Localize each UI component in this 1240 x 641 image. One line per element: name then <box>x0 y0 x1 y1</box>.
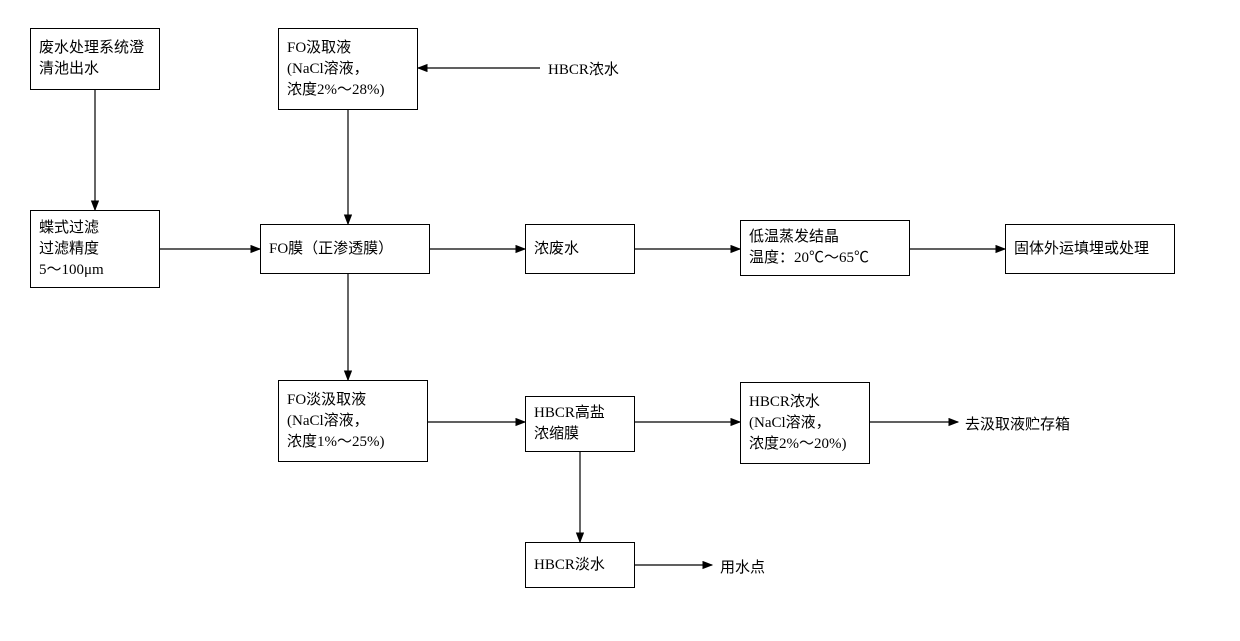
flow-node-text: 蝶式过滤 过滤精度 5～100μm <box>39 218 104 281</box>
flow-node-n_clarifier: 废水处理系统澄 清池出水 <box>30 28 160 90</box>
flow-label-l_hbcr_in: HBCR浓水 <box>548 60 619 81</box>
flow-node-n_fo_dilute: FO淡汲取液 (NaCl溶液， 浓度1%～25%) <box>278 380 428 462</box>
flow-node-text: FO汲取液 (NaCl溶液， 浓度2%～28%) <box>287 38 385 101</box>
flow-node-text: HBCR高盐 浓缩膜 <box>534 403 605 445</box>
flow-node-n_conc_ww: 浓废水 <box>525 224 635 274</box>
flow-node-n_hbcr_conc: HBCR浓水 (NaCl溶液， 浓度2%～20%) <box>740 382 870 464</box>
flow-node-n_hbcr_mem: HBCR高盐 浓缩膜 <box>525 396 635 452</box>
flow-node-n_solid: 固体外运填埋或处理 <box>1005 224 1175 274</box>
flow-label-l_use_point: 用水点 <box>720 558 765 579</box>
flow-node-text: 浓废水 <box>534 239 579 260</box>
flow-node-n_filter: 蝶式过滤 过滤精度 5～100μm <box>30 210 160 288</box>
flow-node-text: 固体外运填埋或处理 <box>1014 239 1149 260</box>
flow-node-text: HBCR浓水 (NaCl溶液， 浓度2%～20%) <box>749 392 847 455</box>
flow-node-n_evap: 低温蒸发结晶 温度：20℃～65℃ <box>740 220 910 276</box>
flow-node-text: FO淡汲取液 (NaCl溶液， 浓度1%～25%) <box>287 390 385 453</box>
flow-node-text: 低温蒸发结晶 温度：20℃～65℃ <box>749 227 869 269</box>
flow-node-n_fo_mem: FO膜（正渗透膜） <box>260 224 430 274</box>
flow-node-text: FO膜（正渗透膜） <box>269 239 393 260</box>
flow-node-n_fo_draw: FO汲取液 (NaCl溶液， 浓度2%～28%) <box>278 28 418 110</box>
flow-node-text: HBCR淡水 <box>534 555 605 576</box>
flow-node-text: 废水处理系统澄 清池出水 <box>39 38 144 80</box>
flow-node-n_hbcr_fresh: HBCR淡水 <box>525 542 635 588</box>
flow-label-l_draw_tank: 去汲取液贮存箱 <box>965 415 1070 436</box>
